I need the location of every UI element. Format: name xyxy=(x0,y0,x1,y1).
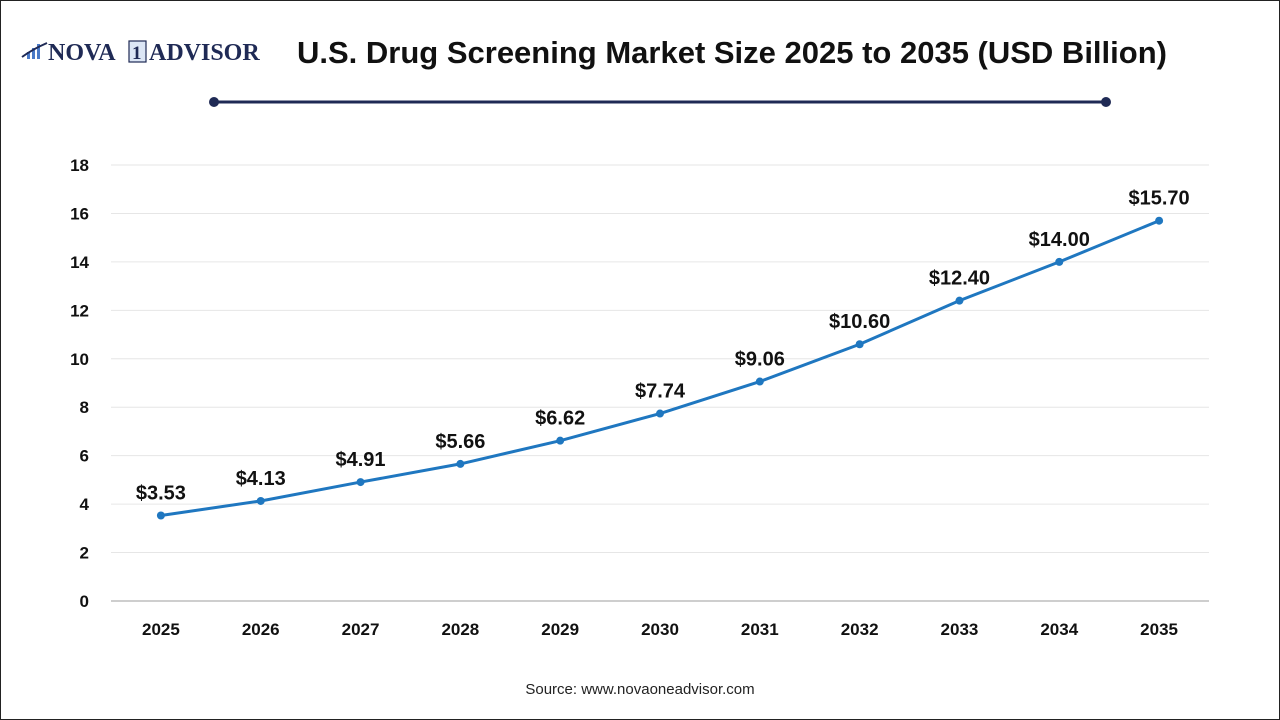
data-label: $3.53 xyxy=(136,482,186,504)
data-point xyxy=(855,340,864,349)
nova-advisor-logo: NOVA 1 ADVISOR xyxy=(21,40,260,66)
source-note: Source: www.novaoneadvisor.com xyxy=(525,681,755,698)
data-label: $15.70 xyxy=(1129,188,1190,210)
x-tick-label: 2032 xyxy=(841,620,879,639)
x-tick-label: 2030 xyxy=(641,620,679,639)
svg-text:ADVISOR: ADVISOR xyxy=(149,40,260,66)
y-tick-label: 6 xyxy=(80,447,89,466)
data-label: $14.00 xyxy=(1029,229,1090,251)
series-line xyxy=(160,219,1160,517)
data-label: $12.40 xyxy=(929,268,990,290)
y-tick-label: 10 xyxy=(70,350,89,369)
logo: NOVA 1 ADVISOR xyxy=(21,37,276,67)
chart-title: U.S. Drug Screening Market Size 2025 to … xyxy=(297,35,1167,70)
data-point xyxy=(755,377,764,386)
x-tick-label: 2028 xyxy=(441,620,479,639)
data-label: $6.62 xyxy=(535,408,585,430)
data-point xyxy=(556,436,565,445)
data-point xyxy=(156,511,165,520)
y-tick-label: 4 xyxy=(80,495,90,514)
x-tick-label: 2031 xyxy=(741,620,779,639)
data-point xyxy=(356,478,365,487)
x-tick-label: 2027 xyxy=(342,620,380,639)
data-label: $4.91 xyxy=(336,449,386,471)
y-tick-label: 18 xyxy=(70,156,89,175)
data-point xyxy=(256,496,265,505)
data-point xyxy=(1055,257,1064,266)
data-label: $4.13 xyxy=(236,468,286,490)
y-tick-label: 8 xyxy=(80,398,89,417)
data-label: $10.60 xyxy=(829,311,890,333)
data-point xyxy=(955,296,964,305)
x-tick-label: 2025 xyxy=(142,620,180,639)
x-tick-label: 2026 xyxy=(242,620,280,639)
data-point xyxy=(456,459,465,468)
data-label: $9.06 xyxy=(735,349,785,371)
svg-text:NOVA: NOVA xyxy=(48,40,116,66)
data-point xyxy=(656,409,664,418)
y-tick-label: 2 xyxy=(80,544,89,563)
divider-dot-left xyxy=(209,97,219,107)
y-tick-label: 0 xyxy=(80,592,89,611)
data-label: $5.66 xyxy=(435,431,485,453)
divider-dot-right xyxy=(1101,97,1111,107)
data-point xyxy=(1155,216,1164,225)
y-tick-label: 14 xyxy=(70,253,89,272)
x-tick-label: 2029 xyxy=(541,620,579,639)
svg-text:1: 1 xyxy=(132,43,142,64)
x-tick-label: 2033 xyxy=(941,620,979,639)
x-tick-label: 2034 xyxy=(1040,620,1078,639)
x-tick-label: 2035 xyxy=(1140,620,1178,639)
data-label: $7.74 xyxy=(635,381,686,403)
y-tick-label: 16 xyxy=(70,204,89,223)
y-tick-label: 12 xyxy=(70,301,89,320)
